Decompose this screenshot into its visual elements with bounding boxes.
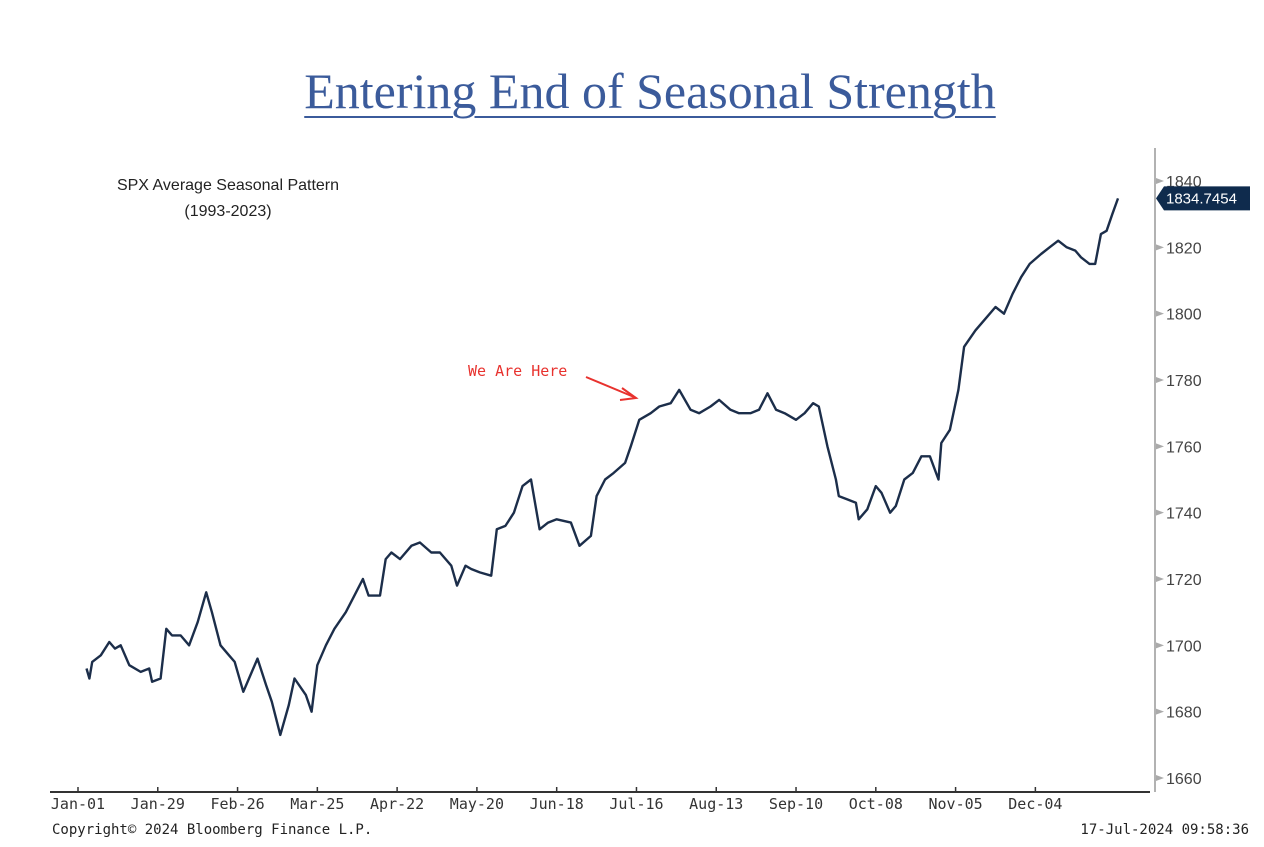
- x-tick-label: Oct-08: [849, 795, 903, 813]
- x-tick-label: Apr-22: [370, 795, 424, 813]
- last-value-label: 1834.7454: [1166, 190, 1237, 207]
- x-tick-label: Aug-13: [689, 795, 743, 813]
- copyright: Copyright© 2024 Bloomberg Finance L.P.: [52, 822, 372, 838]
- y-tick-mark: [1156, 642, 1164, 649]
- chart-title: SPX Average Seasonal Pattern: [117, 177, 339, 194]
- y-tick-mark: [1156, 178, 1164, 184]
- y-tick-label: 1720: [1166, 572, 1202, 589]
- annotation-label: We Are Here: [468, 362, 567, 380]
- y-tick-label: 1780: [1166, 373, 1202, 390]
- x-tick-label: Feb-26: [210, 795, 264, 813]
- y-tick-mark: [1156, 310, 1164, 317]
- x-tick-label: Jan-29: [131, 795, 185, 813]
- y-tick-mark: [1156, 775, 1164, 781]
- timestamp: 17-Jul-2024 09:58:36: [1080, 822, 1249, 838]
- y-tick-label: 1660: [1166, 771, 1202, 788]
- y-tick-mark: [1156, 509, 1164, 516]
- last-value-badge: 1834.7454: [1156, 186, 1250, 211]
- x-tick-label: Mar-25: [290, 795, 344, 813]
- x-tick-label: Dec-04: [1008, 795, 1062, 813]
- page-title: Entering End of Seasonal Strength: [304, 63, 996, 119]
- y-tick-mark: [1156, 443, 1164, 450]
- y-tick-mark: [1156, 576, 1164, 582]
- x-tick-label: Jun-18: [530, 795, 584, 813]
- y-tick-mark: [1156, 244, 1164, 251]
- x-tick-label: Nov-05: [928, 795, 982, 813]
- y-tick-mark: [1156, 377, 1164, 383]
- y-tick-label: 1800: [1166, 307, 1202, 324]
- y-tick-label: 1740: [1166, 506, 1202, 523]
- y-tick-label: 1680: [1166, 705, 1202, 722]
- chart-subtitle: (1993-2023): [184, 203, 271, 220]
- y-tick-mark: [1156, 708, 1164, 715]
- y-tick-label: 1700: [1166, 638, 1202, 655]
- y-tick-label: 1820: [1166, 240, 1202, 257]
- x-tick-label: May-20: [450, 795, 504, 813]
- x-tick-label: Sep-10: [769, 795, 823, 813]
- annotation-arrow: [585, 376, 639, 401]
- y-tick-label: 1760: [1166, 439, 1202, 456]
- x-tick-label: Jul-16: [609, 795, 663, 813]
- x-tick-label: Jan-01: [51, 795, 105, 813]
- series-line: [85, 197, 1120, 737]
